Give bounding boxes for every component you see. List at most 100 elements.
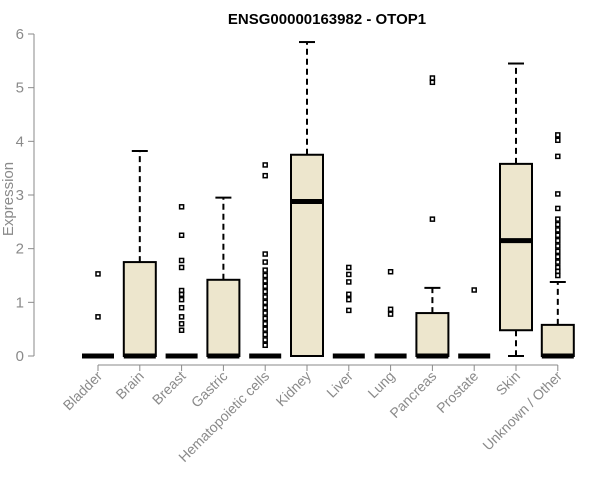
chart-title: ENSG00000163982 - OTOP1 [228, 11, 426, 28]
outlier-point [178, 321, 185, 327]
box-body [290, 153, 324, 357]
outlier-point [555, 205, 561, 212]
x-tick-label: Skin [493, 368, 524, 399]
outlier-point [387, 311, 394, 317]
outlier-point [555, 153, 561, 160]
outlier-point [95, 314, 101, 320]
outlier-point [178, 287, 185, 294]
outlier-point [346, 307, 352, 314]
outlier-point [555, 191, 561, 197]
outlier-point [178, 204, 185, 210]
outlier-point [262, 337, 268, 343]
box-brain [122, 149, 157, 359]
outlier-point [178, 257, 185, 264]
box-skin [499, 62, 533, 357]
boxes [82, 41, 575, 359]
box-lung [374, 268, 407, 359]
outlier-point [555, 216, 561, 222]
outlier-point [178, 304, 185, 311]
outlier-point [262, 294, 268, 300]
outlier-point [346, 279, 352, 285]
outlier-point [555, 221, 561, 228]
box-unknown-other [540, 132, 575, 359]
outlier-point [178, 327, 185, 333]
axes: 0 1 2 3 4 5 6 [16, 26, 559, 371]
outlier-point [262, 326, 268, 332]
box-prostate [458, 287, 491, 359]
outlier-point [262, 251, 268, 257]
outlier-point [429, 75, 436, 81]
y-axis-label: Expression [0, 162, 17, 236]
y-tick-label: 2 [16, 241, 24, 258]
outlier-point [262, 331, 268, 338]
box-pancreas [415, 75, 450, 359]
box-body [122, 261, 157, 358]
y-tick-label: 5 [16, 80, 24, 97]
outlier-point [178, 264, 185, 271]
outlier-point [471, 287, 477, 293]
outlier-point [346, 291, 352, 298]
x-tick-label: Bladder [60, 368, 106, 414]
outlier-point [178, 232, 185, 238]
y-tick-label: 3 [16, 187, 24, 204]
outlier-point [262, 283, 268, 289]
box-body [415, 312, 450, 358]
x-tick-label: Kidney [273, 368, 315, 410]
outlier-point [429, 216, 436, 222]
outlier-point [346, 296, 352, 303]
outlier-point [429, 79, 436, 86]
box-kidney [290, 41, 324, 357]
x-tick-label: Prostate [433, 368, 481, 416]
outlier-point [555, 253, 561, 260]
outlier-point [555, 227, 561, 233]
outlier-point [95, 271, 101, 277]
x-tick-label: Brain [112, 368, 146, 402]
outlier-point [555, 264, 561, 271]
outlier-point [555, 243, 561, 249]
box-hematopoietic-cells [249, 162, 282, 359]
outlier-point [262, 172, 268, 179]
outlier-point [555, 137, 561, 144]
outlier-point [387, 268, 394, 275]
outlier-point [262, 259, 268, 265]
box-body [540, 323, 575, 357]
box-gastric [206, 196, 241, 359]
outlier-point [555, 132, 561, 138]
y-tick-label: 6 [16, 26, 24, 43]
outlier-point [346, 271, 352, 278]
outlier-point [262, 267, 268, 273]
box-body [499, 162, 533, 332]
box-breast [165, 204, 198, 359]
outlier-point [178, 296, 185, 303]
outlier-point [262, 304, 268, 311]
outlier-point [178, 314, 185, 320]
outlier-point [262, 310, 268, 316]
y-tick-label: 4 [16, 133, 24, 150]
outlier-point [346, 264, 352, 271]
outlier-point [262, 315, 268, 322]
outlier-point [262, 272, 268, 279]
outlier-point [555, 248, 561, 255]
outlier-point [387, 306, 394, 313]
x-tick-label: Lung [364, 368, 397, 401]
box-bladder [82, 271, 114, 359]
x-tick-label: Breast [149, 368, 189, 408]
outlier-point [262, 278, 268, 284]
outlier-point [262, 342, 268, 349]
outlier-point [262, 299, 268, 306]
y-tick-label: 1 [16, 294, 24, 311]
box-liver [332, 264, 365, 359]
outlier-point [555, 259, 561, 265]
outlier-point [262, 288, 268, 295]
outlier-point [555, 272, 561, 279]
outlier-point [262, 321, 268, 327]
outlier-point [555, 237, 561, 244]
box-body [206, 278, 241, 357]
x-tick-label: Unknown / Other [479, 368, 565, 454]
outlier-point [555, 232, 561, 238]
y-tick-label: 0 [16, 348, 24, 365]
x-tick-label: Liver [323, 368, 356, 401]
outlier-point [262, 162, 268, 168]
